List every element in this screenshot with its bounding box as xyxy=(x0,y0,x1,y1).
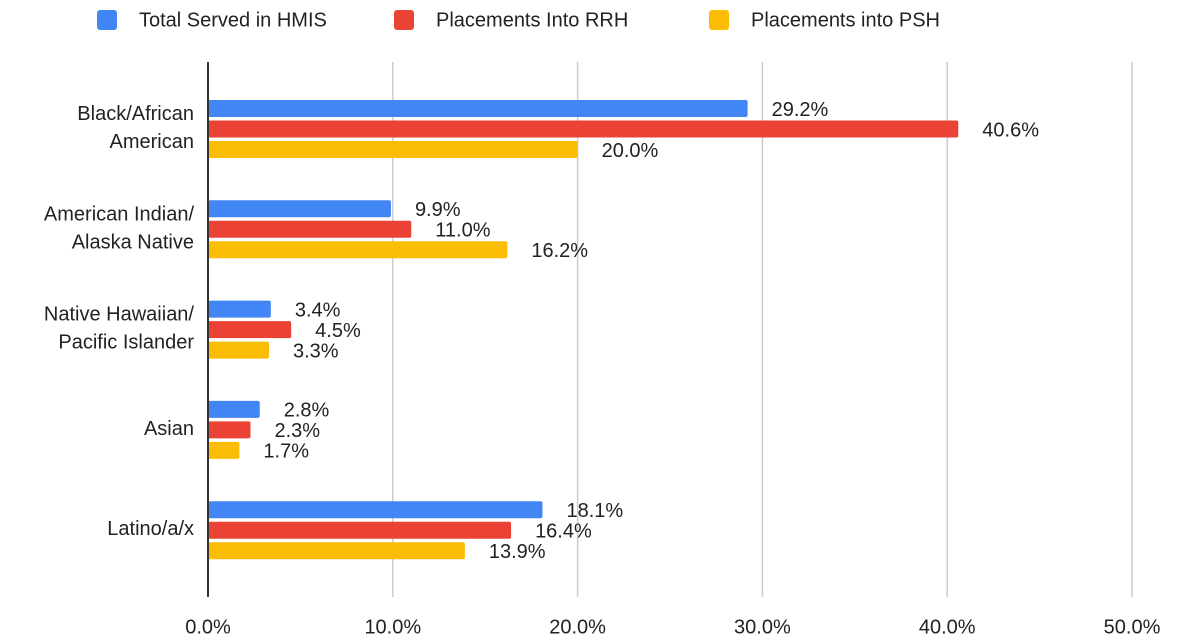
bar xyxy=(208,441,240,459)
data-label: 20.0% xyxy=(602,140,659,162)
data-label: 1.7% xyxy=(263,441,309,463)
bar xyxy=(208,321,292,339)
data-label: 40.6% xyxy=(982,119,1039,141)
bar xyxy=(208,220,412,238)
y-tick-label: Asian xyxy=(144,418,194,440)
x-tick-label: 10.0% xyxy=(364,616,421,638)
data-label: 13.9% xyxy=(489,541,546,563)
x-tick-label: 50.0% xyxy=(1104,616,1161,638)
data-label: 3.4% xyxy=(295,299,341,321)
bar xyxy=(208,341,269,359)
data-label: 9.9% xyxy=(415,199,461,221)
y-tick-line: American Indian/ xyxy=(44,204,195,226)
legend-label: Placements Into RRH xyxy=(436,9,628,31)
x-tick-label: 30.0% xyxy=(734,616,791,638)
x-tick-label: 40.0% xyxy=(919,616,976,638)
bar xyxy=(208,241,508,259)
y-tick-label: American Indian/Alaska Native xyxy=(44,204,195,254)
y-tick-line: Alaska Native xyxy=(72,232,194,254)
legend-swatch xyxy=(709,10,729,30)
bar xyxy=(208,542,465,560)
data-label: 16.2% xyxy=(531,240,588,262)
legend-swatch xyxy=(97,10,117,30)
bar xyxy=(208,120,959,138)
y-tick-line: Pacific Islander xyxy=(58,332,194,354)
x-tick-label: 20.0% xyxy=(549,616,606,638)
y-tick-line: American xyxy=(110,131,194,153)
data-label: 18.1% xyxy=(566,500,623,522)
data-label: 29.2% xyxy=(772,99,829,121)
data-label: 11.0% xyxy=(435,220,490,242)
bar xyxy=(208,521,512,539)
bar xyxy=(208,501,543,519)
bar xyxy=(208,100,748,117)
bar xyxy=(208,200,391,218)
y-tick-label: Latino/a/x xyxy=(107,518,194,540)
data-label: 16.4% xyxy=(535,520,592,542)
y-tick-line: Black/African xyxy=(77,103,194,125)
y-tick-label: Black/African American xyxy=(77,103,194,153)
legend-label: Total Served in HMIS xyxy=(139,9,327,31)
y-tick-line: Asian xyxy=(144,418,194,440)
data-label: 3.3% xyxy=(293,340,339,362)
x-tick-label: 0.0% xyxy=(185,616,231,638)
bar xyxy=(208,400,260,418)
bar xyxy=(208,141,578,158)
data-label: 2.3% xyxy=(275,420,321,442)
bar xyxy=(208,300,271,318)
legend-swatch xyxy=(394,10,414,30)
y-tick-line: Latino/a/x xyxy=(107,518,194,540)
data-label: 2.8% xyxy=(284,400,330,422)
data-label: 4.5% xyxy=(315,320,361,342)
y-tick-label: Native Hawaiian/Pacific Islander xyxy=(44,304,195,354)
bar xyxy=(208,421,251,439)
y-tick-line: Native Hawaiian/ xyxy=(44,304,195,326)
legend-label: Placements into PSH xyxy=(751,9,940,31)
